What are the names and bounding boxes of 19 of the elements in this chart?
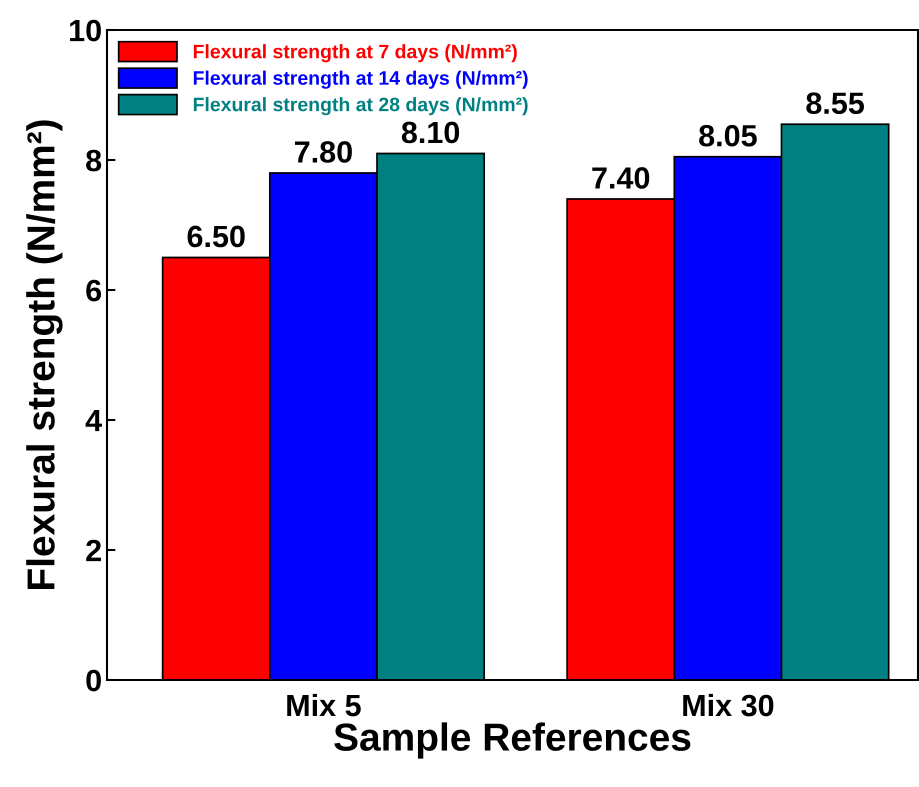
y-tick-label: 4 bbox=[86, 410, 102, 432]
legend-label: Flexural strength at 28 days (N/mm²) bbox=[194, 97, 528, 116]
data-label: 7.40 bbox=[592, 167, 650, 189]
y-axis-title: Flexural strength (N/mm²) bbox=[26, 120, 63, 589]
x-axis-title: Sample References bbox=[334, 722, 690, 759]
y-tick-label: 6 bbox=[86, 280, 102, 302]
data-label: 7.80 bbox=[294, 141, 352, 163]
data-label: 6.50 bbox=[188, 226, 245, 248]
y-tick-label: 10 bbox=[70, 20, 101, 42]
x-tick-label: Mix 5 bbox=[287, 694, 361, 716]
y-tick-label: 8 bbox=[86, 150, 102, 172]
data-label: 8.55 bbox=[806, 92, 864, 114]
data-label: 8.10 bbox=[402, 122, 460, 144]
data-label: 8.05 bbox=[699, 124, 757, 147]
legend-label: Flexural strength at 14 days (N/mm²) bbox=[194, 70, 528, 89]
y-tick-label: 2 bbox=[86, 540, 101, 562]
y-tick-label: 0 bbox=[86, 670, 101, 692]
legend-label: Flexural strength at 7 days (N/mm²) bbox=[194, 44, 517, 62]
x-tick-label: Mix 30 bbox=[683, 694, 774, 716]
